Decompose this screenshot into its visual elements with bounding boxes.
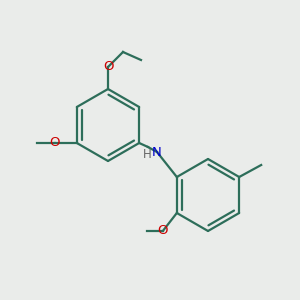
Text: H: H [142,148,152,160]
Text: O: O [103,61,113,74]
Text: N: N [152,146,162,158]
Text: O: O [50,136,60,149]
Text: O: O [158,224,168,238]
